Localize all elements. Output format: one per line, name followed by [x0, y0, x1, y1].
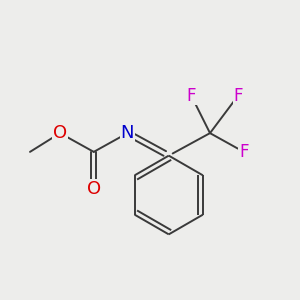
Text: O: O: [53, 124, 67, 142]
Text: O: O: [87, 180, 101, 198]
Text: F: F: [239, 143, 248, 161]
Text: F: F: [187, 87, 196, 105]
Text: F: F: [233, 87, 243, 105]
Text: N: N: [121, 124, 134, 142]
